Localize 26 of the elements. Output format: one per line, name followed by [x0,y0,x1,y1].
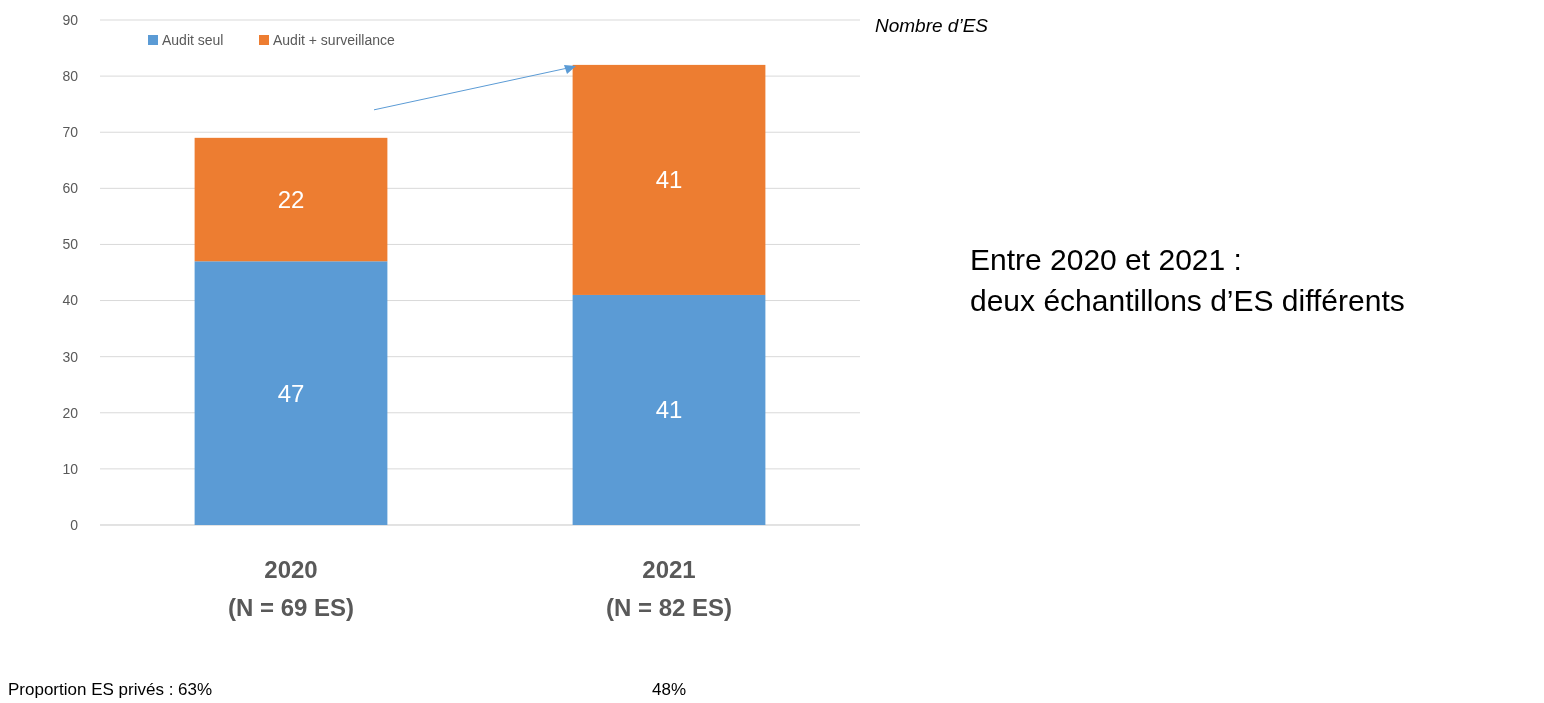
y-tick-label: 40 [62,292,79,309]
x-tick-label: 2020 (N = 69 ES) [227,556,355,621]
text: 48% [651,680,687,699]
legend-label: Audit + surveillance [273,31,395,48]
bar [194,137,388,262]
y-tick-label: 80 [62,68,79,85]
x-tick-label: 2021 (N = 82 ES) [605,556,733,621]
text: Proportion ES privés : 63% [8,680,213,699]
bar [572,294,766,525]
y-tick-label: 0 [70,516,79,533]
data-label: 41 [655,166,683,194]
text: Entre 2020 et 2021 : deux échantillons d’ES différents [970,243,1405,317]
bar [194,261,388,525]
y-tick-label: 70 [62,124,79,141]
y-tick-label: 60 [62,180,79,197]
y-tick-label: 20 [62,404,79,421]
y-axis-title: Nombre d’ES [875,15,989,36]
y-tick-label: 30 [62,348,79,365]
legend-label: Audit seul [162,31,224,48]
y-tick-label: 10 [62,460,79,477]
data-label: 47 [277,379,305,407]
data-label: 22 [277,185,305,213]
bar [572,64,766,295]
data-label: 41 [655,396,683,424]
y-tick-label: 50 [62,236,79,253]
y-tick-label: 90 [62,11,79,28]
